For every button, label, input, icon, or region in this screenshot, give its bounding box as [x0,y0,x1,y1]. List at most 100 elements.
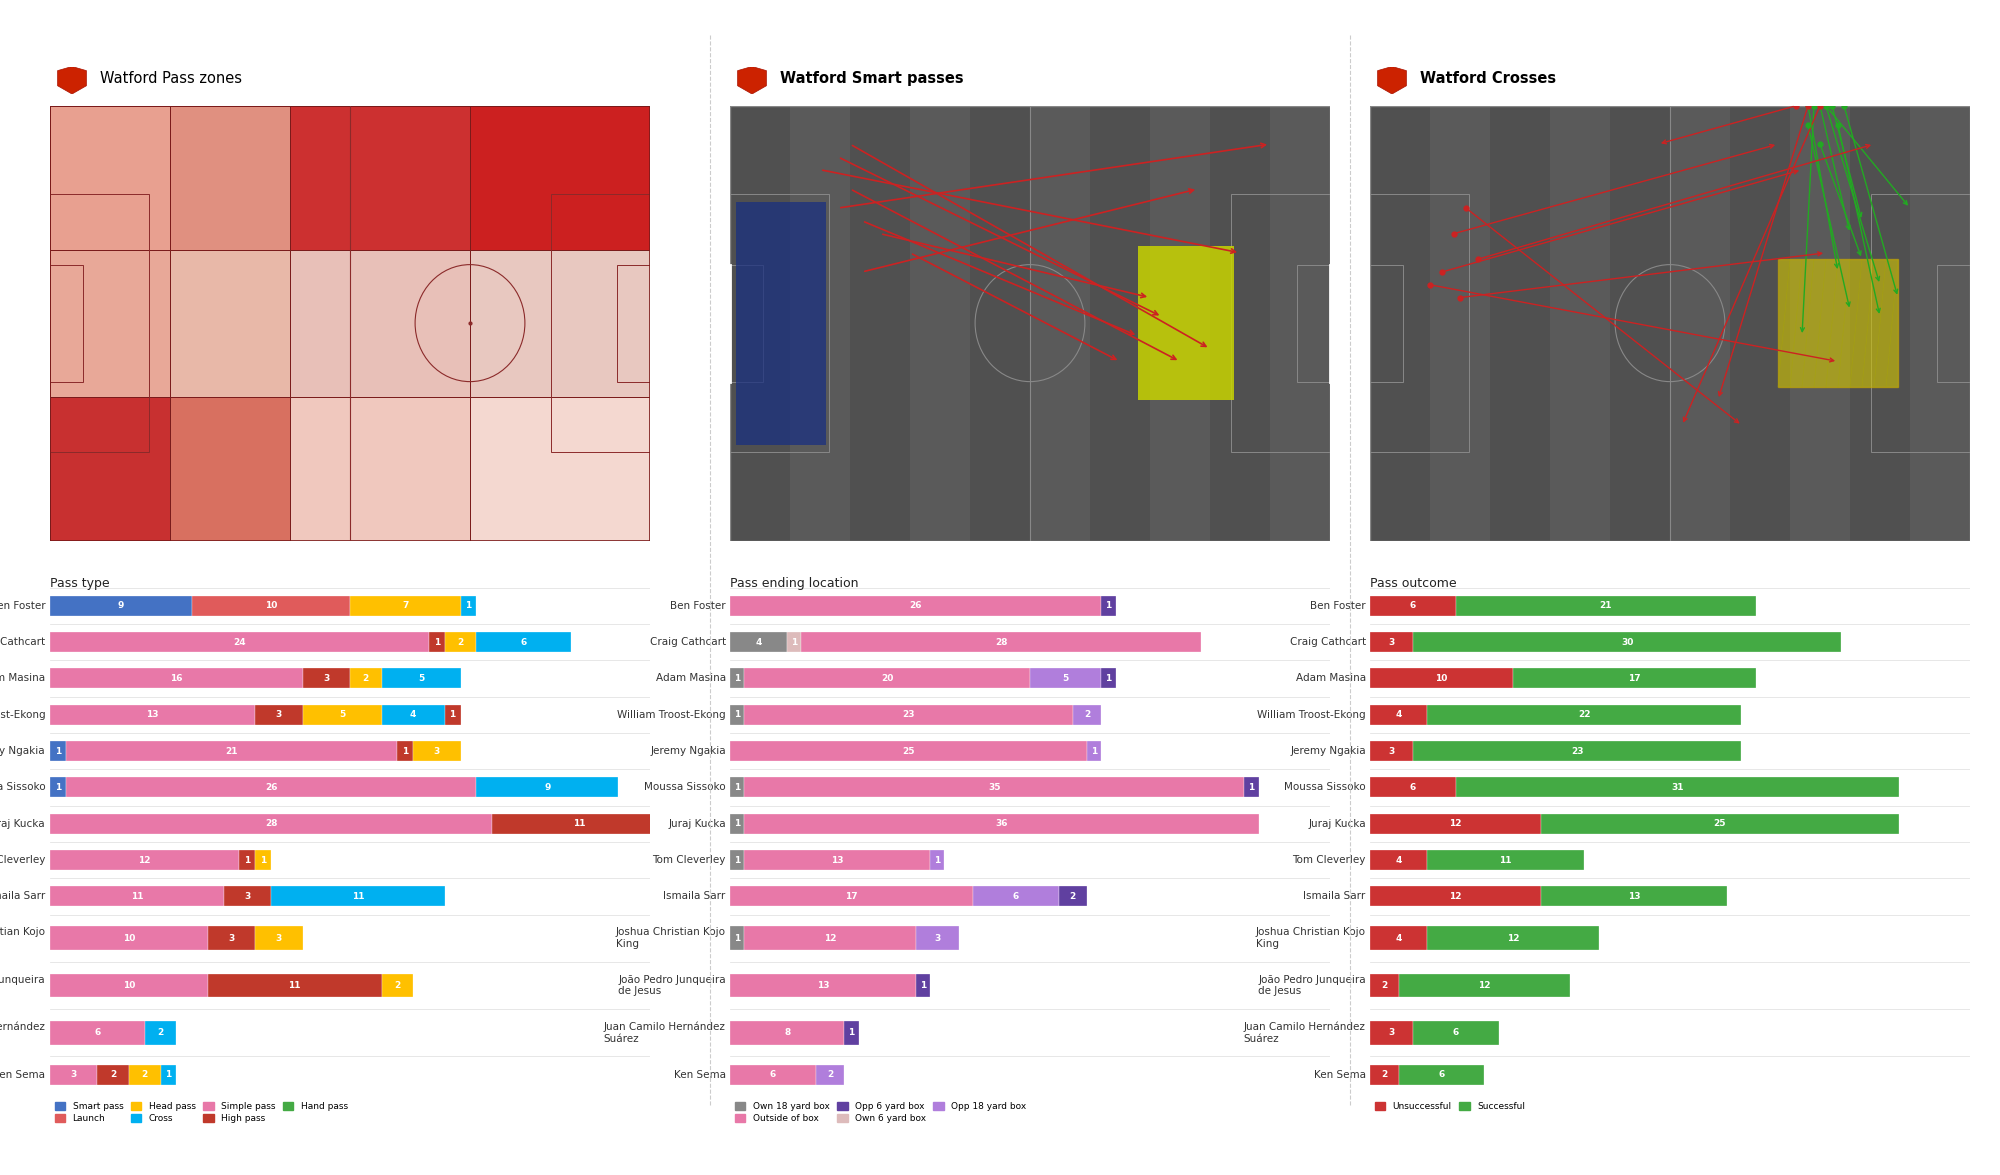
Text: Pass outcome: Pass outcome [1370,577,1456,590]
Bar [1778,260,1898,387]
Text: Watford Smart passes: Watford Smart passes [780,70,964,86]
Text: Jeremy Ngakia: Jeremy Ngakia [1290,746,1366,756]
Text: 4: 4 [1396,855,1402,865]
Text: 3: 3 [276,710,282,719]
Bar [1428,851,1584,871]
Text: Watford Pass zones: Watford Pass zones [100,70,242,86]
Text: Moussa Sissoko: Moussa Sissoko [1284,783,1366,792]
Text: 6: 6 [770,1070,776,1079]
Text: Tom Cleverley: Tom Cleverley [652,855,726,865]
Text: Ben Foster: Ben Foster [1310,600,1366,611]
Text: 3: 3 [276,934,282,942]
Text: 4: 4 [756,638,762,646]
Text: 3: 3 [1388,746,1394,756]
Text: 10: 10 [122,934,136,942]
Text: João Pedro Junqueira
de Jesus: João Pedro Junqueira de Jesus [1258,975,1366,996]
Text: 12: 12 [1450,819,1462,828]
Text: Watford Crosses: Watford Crosses [1420,70,1556,86]
Bar [66,741,398,761]
Bar [1938,264,1970,382]
Bar [460,596,476,616]
Text: Juan Camilo Hernández
Suárez: Juan Camilo Hernández Suárez [1244,1022,1366,1043]
Text: 1: 1 [402,746,408,756]
Text: 1: 1 [934,855,940,865]
Bar [98,1065,128,1085]
Text: 9: 9 [544,783,550,792]
Bar [744,926,916,951]
Bar [382,705,444,725]
Bar [208,926,256,951]
Text: 2: 2 [110,1070,116,1079]
Text: Moussa Sissoko: Moussa Sissoko [0,783,46,792]
Text: Juraj Kucka: Juraj Kucka [668,819,726,828]
Text: 23: 23 [1570,746,1584,756]
Text: Ken Sema: Ken Sema [0,1069,46,1080]
Bar [382,974,414,998]
Text: 12: 12 [1450,892,1462,901]
Bar [470,397,650,540]
Bar [910,106,970,540]
Bar [1370,1021,1412,1045]
Bar [1072,705,1102,725]
Bar [730,705,744,725]
Bar [1412,1021,1498,1045]
Bar [730,632,788,652]
Text: 3: 3 [228,934,234,942]
Text: Juan Camilo Hernández
Suárez: Juan Camilo Hernández Suárez [0,1022,46,1043]
Text: 17: 17 [846,892,858,901]
Text: 30: 30 [1620,638,1634,646]
Bar [208,974,382,998]
Bar [240,851,256,871]
Text: 1: 1 [1106,602,1112,610]
Bar [744,705,1072,725]
Bar [192,596,350,616]
Text: 2: 2 [458,638,464,646]
Text: 13: 13 [816,981,830,991]
Bar [256,851,272,871]
Bar [744,851,930,871]
Text: 8: 8 [784,1028,790,1038]
Bar [1370,596,1456,616]
Bar [1370,632,1412,652]
Text: 5: 5 [418,674,424,683]
Text: 31: 31 [1670,783,1684,792]
Text: 11: 11 [288,981,300,991]
Text: Jeremy Ngakia: Jeremy Ngakia [650,746,726,756]
Bar [850,106,910,540]
Bar [1270,106,1330,540]
Bar [552,194,650,452]
Text: Adam Masina: Adam Masina [1296,673,1366,684]
Text: Adam Masina: Adam Masina [656,673,726,684]
Bar [730,106,790,540]
Bar [302,705,382,725]
Bar [1102,669,1116,689]
Text: 1: 1 [466,602,472,610]
Text: 25: 25 [902,746,914,756]
Text: 12: 12 [1478,981,1490,991]
Bar [1370,669,1512,689]
Text: Craig Cathcart: Craig Cathcart [650,637,726,647]
Text: 6: 6 [1012,892,1018,901]
Bar [50,851,240,871]
Bar [1398,1065,1484,1085]
Text: 26: 26 [264,783,278,792]
Bar [50,669,302,689]
Text: João Pedro Junqueira
de Jesus: João Pedro Junqueira de Jesus [0,975,46,996]
Bar [844,1021,858,1045]
Text: 10: 10 [264,602,278,610]
Text: Ben Foster: Ben Foster [0,600,46,611]
Text: 1: 1 [166,1070,172,1079]
Bar [476,778,618,798]
Bar [790,106,850,540]
Text: 2: 2 [826,1070,834,1079]
Text: 10: 10 [122,981,136,991]
Text: William Troost-Ekong: William Troost-Ekong [618,710,726,720]
Bar [1850,106,1910,540]
Bar [50,974,208,998]
Bar [128,1065,160,1085]
Bar [1232,194,1330,452]
Text: 11: 11 [352,892,364,901]
Bar [788,632,802,652]
Text: 4: 4 [1396,934,1402,942]
Polygon shape [1378,67,1406,94]
